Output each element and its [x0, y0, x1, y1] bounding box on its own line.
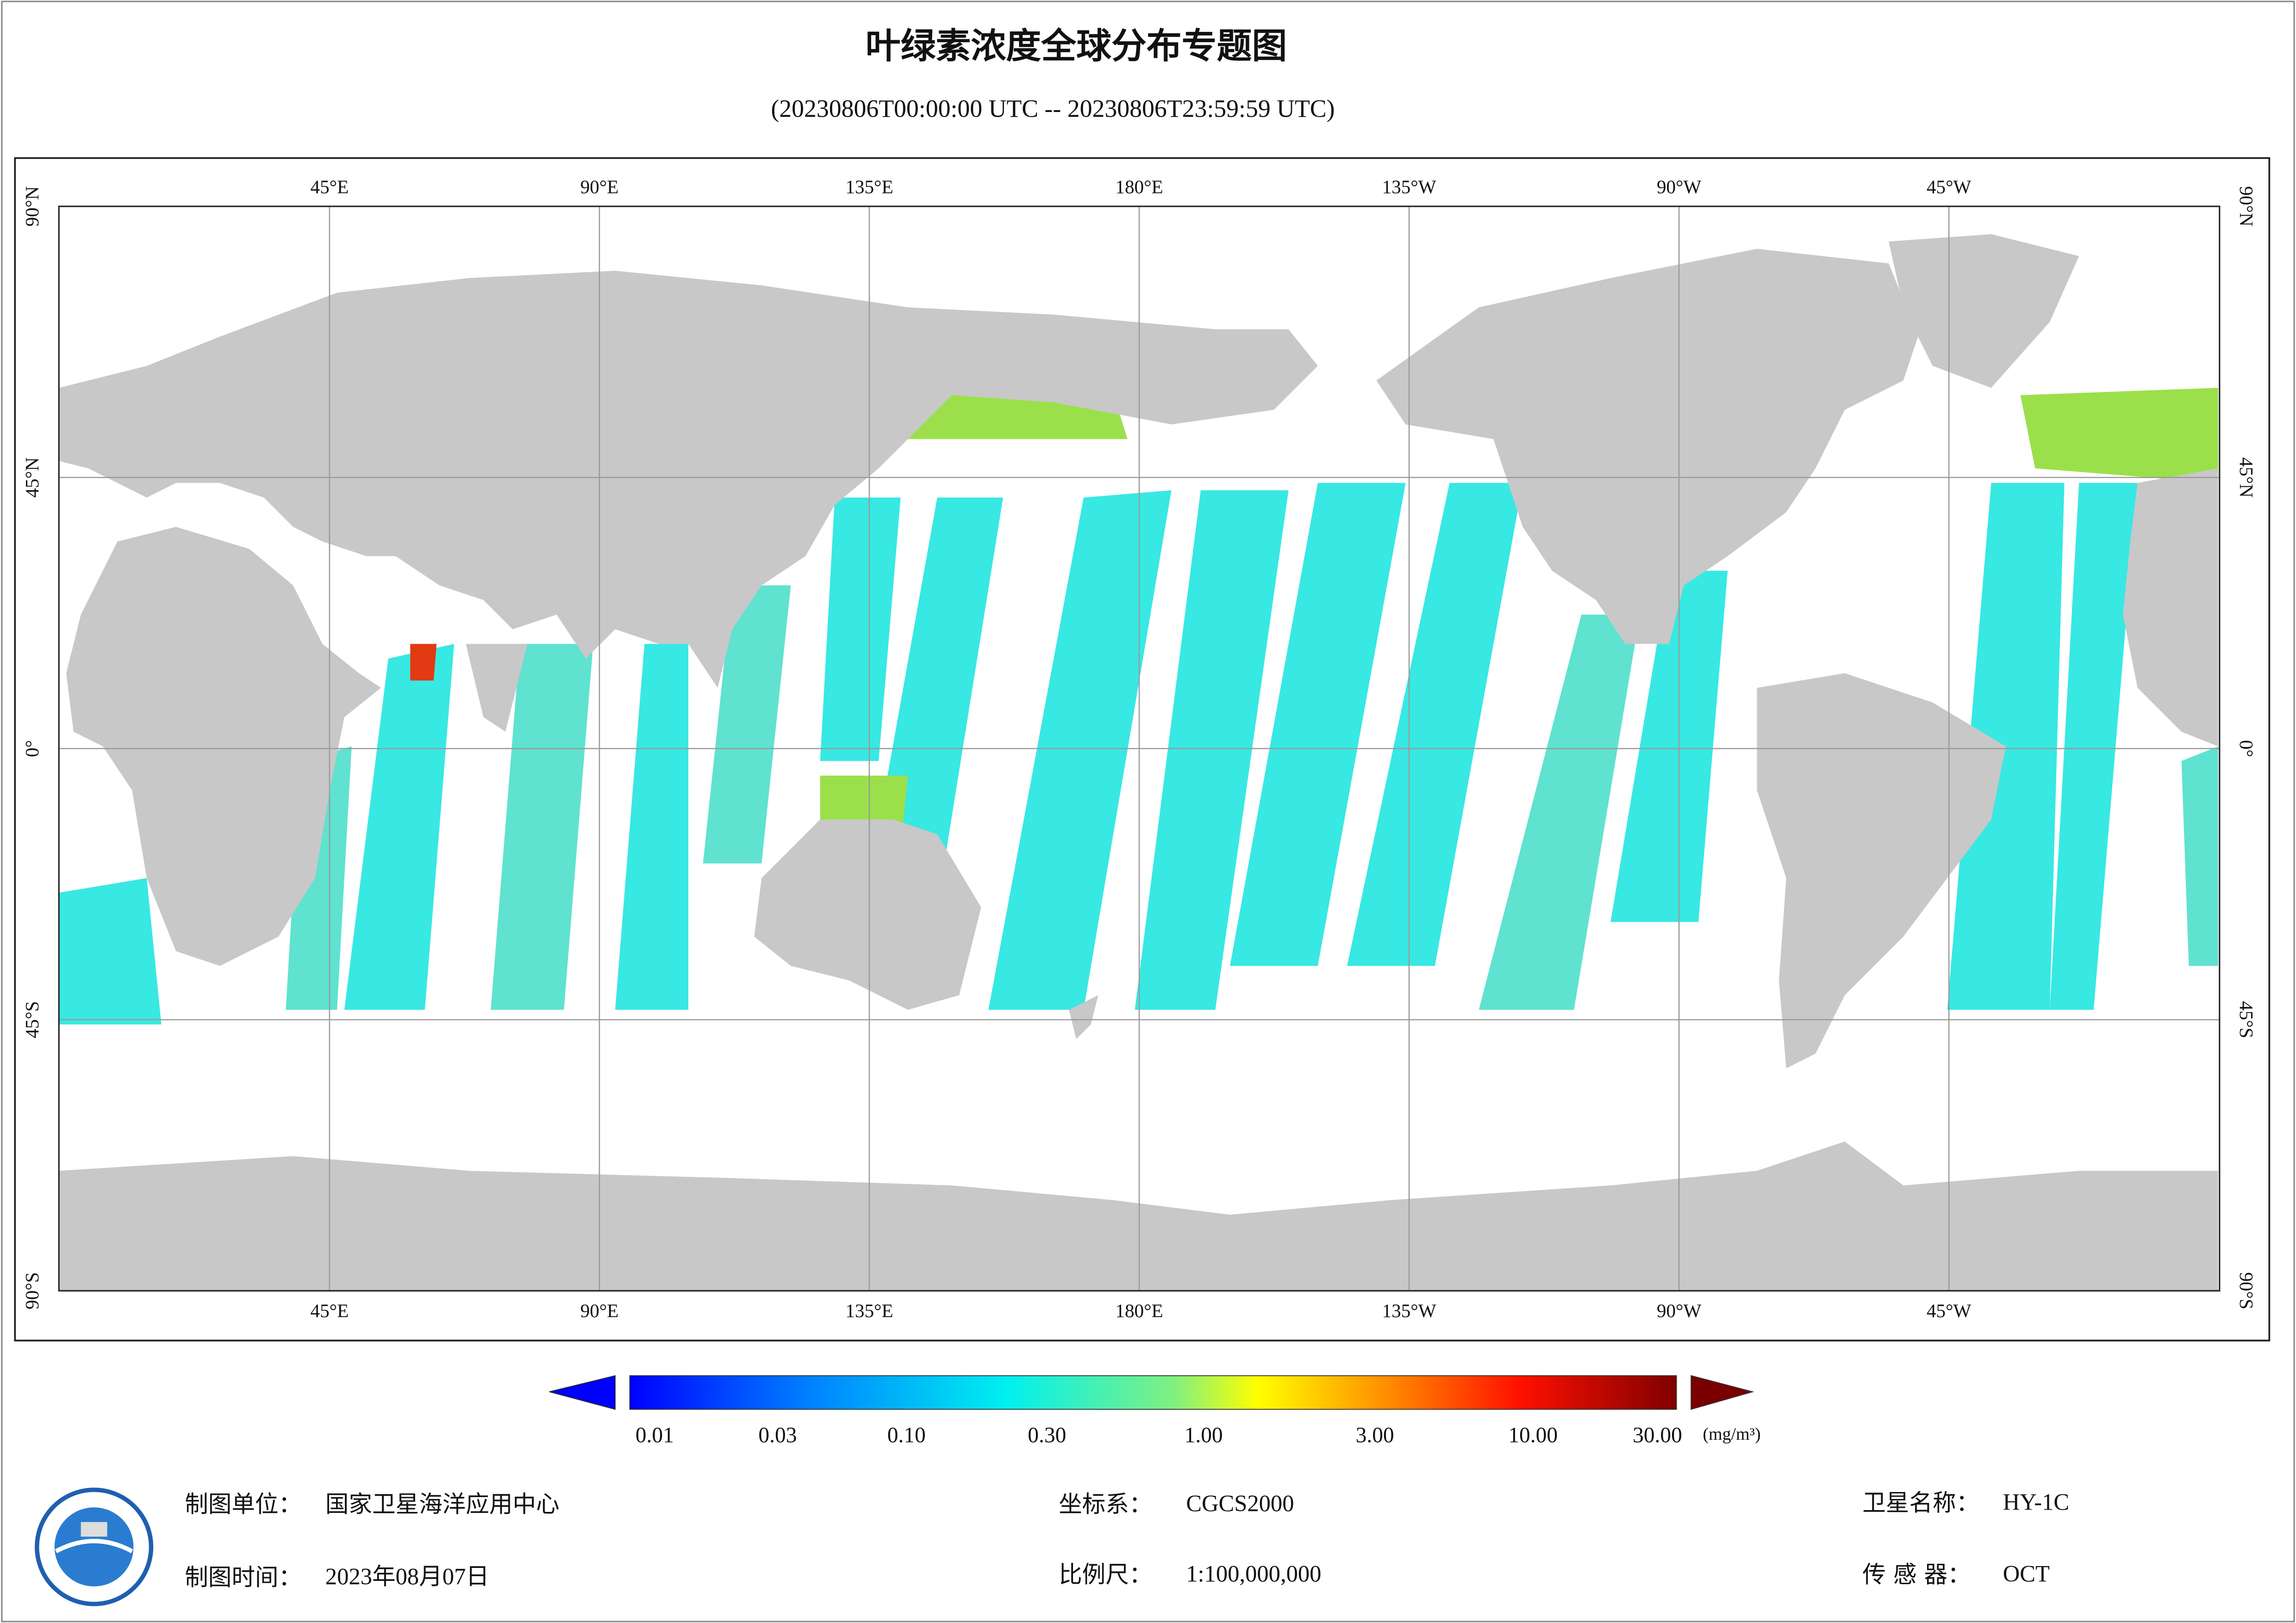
- swath: [1610, 571, 1728, 922]
- scale: 1:100,000,000: [1186, 1561, 1321, 1586]
- swath: [988, 490, 1172, 1010]
- agency: 国家卫星海洋应用中心: [325, 1491, 560, 1518]
- colorbar-label: 0.01: [636, 1423, 674, 1447]
- colorbar-label: 1.00: [1185, 1423, 1223, 1447]
- swath: [344, 644, 455, 1010]
- map: [59, 206, 2220, 1291]
- colorbar-label: 0.03: [758, 1423, 797, 1447]
- greenland: [1889, 234, 2079, 388]
- sensor: OCT: [2003, 1561, 2050, 1586]
- south-america: [1757, 673, 2006, 1069]
- logo-satellite: [81, 1522, 107, 1537]
- bloom: [2020, 388, 2218, 483]
- swath: [1947, 483, 2065, 1010]
- swath: [1230, 483, 1406, 966]
- sensor-label: 传 感 器：: [1862, 1561, 1971, 1588]
- colorbar-unit: (mg/m³): [1703, 1424, 1761, 1444]
- north-america: [1376, 249, 1918, 644]
- map-neatline: [58, 205, 2221, 1292]
- land: [59, 234, 2218, 1291]
- colorbar-label: 10.00: [1508, 1423, 1558, 1447]
- colorbar-labels: 0.01 0.03 0.10 0.30 1.00 3.00 10.00 30.00: [636, 1423, 1682, 1447]
- swath: [820, 497, 901, 761]
- title: 叶绿素浓度全球分布专题图: [866, 25, 1287, 66]
- swath: [1347, 483, 1523, 966]
- satellite-label: 卫星名称：: [1862, 1489, 1979, 1516]
- colorbar-label: 3.00: [1356, 1423, 1394, 1447]
- swath: [615, 644, 689, 1010]
- lon-label-bottom: 90°W: [1657, 1300, 1702, 1321]
- lon-label-top: 45°E: [311, 176, 349, 197]
- lon-label-bottom: 180°E: [1115, 1300, 1163, 1321]
- swath: [491, 644, 593, 1010]
- lat-label-left: 90°S: [21, 1272, 43, 1309]
- bloom-hot: [410, 644, 437, 681]
- graticule-labels: 45°E 45°E 90°E 90°E 135°E 135°E 180°E 180°E 135°…: [21, 176, 2257, 1321]
- india: [466, 644, 528, 732]
- lat-label-left: 45°S: [21, 1001, 43, 1038]
- australia: [754, 819, 981, 1010]
- lat-label-right: 0°: [2236, 740, 2257, 757]
- lat-label-left: 90°N: [21, 186, 43, 226]
- subtitle: (20230806T00:00:00 UTC -- 20230806T23:59…: [771, 95, 1335, 123]
- colorbar-low-arrow: [549, 1375, 616, 1410]
- lon-label-bottom: 90°E: [580, 1300, 619, 1321]
- colorbar-high-arrow: [1691, 1375, 1754, 1410]
- lon-label-top: 135°E: [845, 176, 893, 197]
- logo-wave: [55, 1539, 133, 1554]
- swath: [2181, 746, 2218, 966]
- lat-label-right: 45°S: [2236, 1001, 2257, 1038]
- crs-label: 坐标系：: [1059, 1491, 1152, 1518]
- scale-label: 比例尺：: [1059, 1561, 1152, 1588]
- footer: 制图单位： 国家卫星海洋应用中心 制图时间： 2023年08月07日 坐标系： …: [185, 1489, 2069, 1591]
- europe-africa-wrap: [2123, 468, 2218, 746]
- colorbar: [629, 1375, 1677, 1410]
- colorbar-label: 30.00: [1633, 1423, 1682, 1447]
- lat-label-right: 90°N: [2236, 186, 2257, 226]
- colorbar-label: 0.10: [887, 1423, 926, 1447]
- lat-label-right: 45°N: [2236, 457, 2257, 497]
- satellite: HY-1C: [2003, 1489, 2069, 1515]
- lon-label-bottom: 45°E: [311, 1300, 349, 1321]
- swath: [59, 878, 162, 1025]
- lat-label-left: 45°N: [21, 457, 43, 497]
- lon-label-top: 45°W: [1927, 176, 1972, 197]
- colorbar-label: 0.30: [1028, 1423, 1066, 1447]
- lon-label-top: 135°W: [1382, 176, 1436, 197]
- graticule: [59, 206, 2219, 1291]
- lon-label-top: 90°W: [1657, 176, 1702, 197]
- lon-label-bottom: 45°W: [1927, 1300, 1972, 1321]
- lat-label-left: 0°: [21, 740, 43, 757]
- date-label: 制图时间：: [185, 1564, 302, 1591]
- lon-label-bottom: 135°E: [845, 1300, 893, 1321]
- eurasia: [59, 271, 1318, 688]
- logo-globe: [54, 1507, 134, 1586]
- logo: [35, 1487, 154, 1606]
- africa: [66, 527, 381, 966]
- lon-label-top: 90°E: [580, 176, 619, 197]
- map-frame: [14, 157, 2271, 1342]
- lat-label-right: 90°S: [2236, 1272, 2257, 1309]
- swath: [1135, 490, 1289, 1010]
- lon-label-top: 180°E: [1115, 176, 1163, 197]
- antarctica: [59, 1141, 2218, 1291]
- lon-label-bottom: 135°W: [1382, 1300, 1436, 1321]
- swath: [1479, 615, 1640, 1010]
- crs: CGCS2000: [1186, 1491, 1294, 1517]
- date: 2023年08月07日: [325, 1564, 489, 1590]
- agency-label: 制图单位：: [185, 1491, 302, 1518]
